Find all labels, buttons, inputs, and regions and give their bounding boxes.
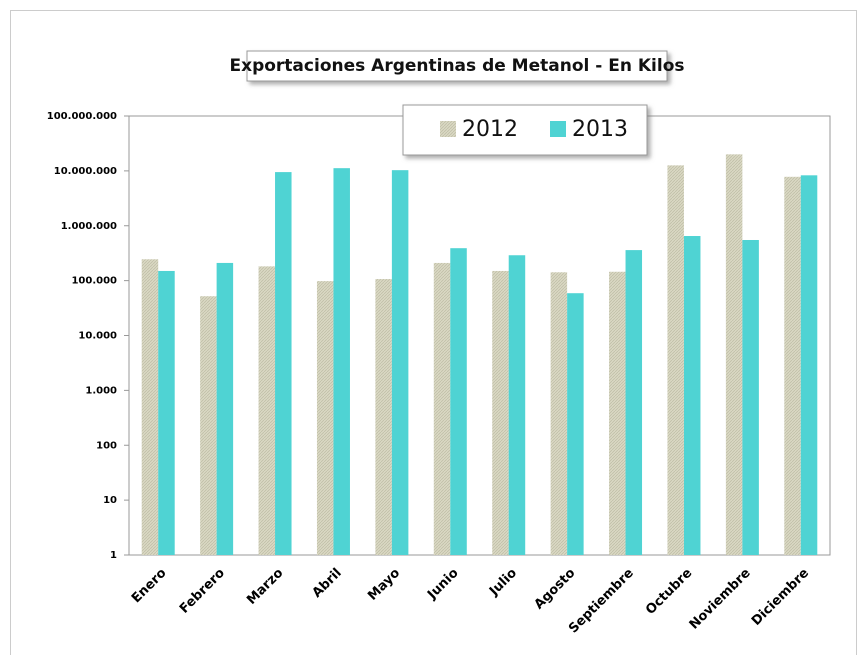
y-tick-label: 10.000.000: [54, 166, 117, 177]
bar: [391, 170, 409, 555]
bar: [609, 271, 626, 555]
bar: [784, 176, 801, 555]
legend-label: 2012: [462, 117, 518, 142]
bar: [492, 270, 509, 555]
bar: [450, 248, 467, 556]
bar: [625, 250, 643, 555]
bar: [742, 239, 759, 555]
chart-title: Exportaciones Argentinas de Metanol - En…: [230, 56, 685, 76]
bar: [508, 255, 526, 555]
bar: [375, 279, 392, 555]
bar: [200, 296, 217, 555]
y-tick-label: 10.000: [78, 331, 117, 342]
bar: [667, 165, 684, 555]
bar: [725, 154, 743, 556]
bar: [800, 175, 818, 555]
bar: [683, 236, 701, 556]
legend-swatch: [440, 121, 456, 137]
y-tick-label: 1.000.000: [61, 221, 117, 232]
bar: [216, 262, 234, 555]
bar: [275, 172, 292, 555]
y-tick-label: 100.000.000: [47, 111, 117, 122]
bar: [333, 168, 350, 555]
bar: [433, 262, 451, 555]
legend-label: 2013: [572, 117, 628, 142]
bar: [141, 259, 159, 555]
bar: [316, 281, 334, 555]
y-tick-label: 1: [110, 550, 117, 561]
plot-area: [128, 115, 831, 556]
bar: [550, 272, 568, 555]
y-tick-label: 10: [103, 495, 117, 506]
bar: [158, 270, 175, 555]
y-tick-label: 1.000: [85, 385, 117, 396]
bar: [567, 293, 584, 555]
y-tick-label: 100: [96, 440, 117, 451]
legend-swatch: [550, 121, 566, 137]
bar: [258, 266, 276, 555]
title-box: [246, 50, 668, 82]
y-tick-label: 100.000: [71, 276, 117, 287]
